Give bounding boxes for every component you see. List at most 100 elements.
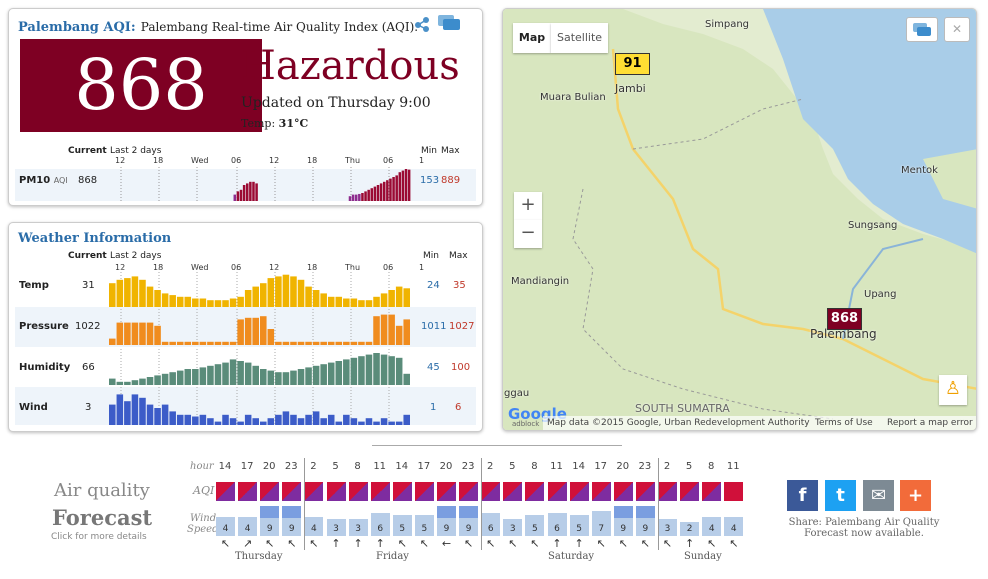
close-icon[interactable]: ✕ [944,17,970,42]
forecast-wind-value: 5 [576,524,582,534]
weather-bar [365,354,373,385]
weather-bar [343,298,350,307]
forecast-title-line2[interactable]: Forecast [52,505,153,530]
map-canvas[interactable] [503,9,977,431]
forecast-aqi-cell[interactable] [437,482,456,501]
weather-bar [373,296,380,307]
pm10-bar [407,169,411,201]
weather-bar [131,394,139,425]
forecast-aqi-cell[interactable] [282,482,302,501]
forecast-hour: 11 [373,461,387,472]
forecast-aqi-cell[interactable] [680,482,700,501]
twitter-share-icon[interactable]: t [825,480,856,511]
weather-bar [154,375,161,385]
marker-palembang[interactable]: 868 [827,308,862,330]
wind-direction-arrow-icon: ↖ [309,537,319,550]
wind-direction-arrow-icon: ↖ [707,537,717,550]
wind-direction-arrow-icon: ↖ [596,537,606,550]
forecast-aqi-cell[interactable] [658,482,677,501]
forecast-aqi-cell[interactable] [547,482,567,501]
forecast-hour: 8 [708,461,715,472]
forecast-wind-value: 7 [598,524,605,534]
forecast-aqi-cell[interactable] [635,482,655,501]
pm10-bar [382,181,386,201]
weather-bar [154,290,161,307]
weather-bar [116,279,124,307]
weather-bar [380,314,388,345]
pm10-bar [401,170,405,201]
map-type-map-button[interactable]: Map [513,23,551,53]
weather-bar [176,296,184,307]
aqi-title-row: Palembang AQI: Palembang Real-time Air Q… [18,16,418,35]
weather-bar [161,293,169,307]
time-tick: Thu [345,156,361,165]
wind-direction-arrow-icon: ↑ [375,537,385,550]
forecast-aqi-cell[interactable] [348,482,368,501]
weather-bar [146,404,154,425]
chat-toggle-icon[interactable] [906,17,938,42]
weather-bar [275,276,282,307]
forecast-aqi-cell[interactable] [569,482,589,501]
weather-bar [244,362,252,385]
forecast-aqi-cell[interactable] [392,482,412,501]
weather-bar [184,296,192,307]
time-tick: 06 [383,156,394,165]
forecast-aqi-cell[interactable] [525,482,545,501]
weather-title: Weather Information [18,231,172,246]
forecast-click-hint[interactable]: Click for more details [51,532,147,542]
weather-bar [139,322,146,345]
forecast-aqi-cell[interactable] [370,482,390,501]
forecast-wind-bar [282,506,302,536]
map-label-jambi: Jambi [615,82,646,95]
weather-min-header: Min [423,251,439,261]
forecast-hour: 11 [726,461,740,472]
pm10-bar [379,183,383,201]
terms-link[interactable]: Terms of Use [815,418,873,428]
forecast-hour: 5 [509,461,516,472]
forecast-aqi-cell[interactable] [459,482,479,501]
forecast-aqi-cell[interactable] [613,482,633,501]
share-icon[interactable] [414,16,430,32]
map-type-satellite-button[interactable]: Satellite [551,23,608,53]
chat-icon[interactable] [437,14,461,32]
weather-bar [275,372,282,385]
email-share-icon[interactable]: ✉ [863,480,894,511]
weather-bar [139,279,146,307]
forecast-aqi-cell[interactable] [326,482,346,501]
weather-bar [222,300,229,307]
forecast-wind-value: 5 [532,524,538,534]
weather-bar [229,298,237,307]
forecast-title-line1[interactable]: Air quality [54,480,150,501]
forecast-aqi-cell[interactable] [591,482,611,501]
day-separator [658,458,659,550]
forecast-aqi-cell[interactable] [216,482,235,501]
forecast-hour: 5 [685,461,693,472]
map-panel[interactable]: Map Satellite ✕ + − ♙ Simpang Jambi Muar… [502,8,977,431]
weather-bar [222,414,229,425]
weather-bar [124,381,131,385]
forecast-aqi-cell[interactable] [414,482,434,501]
weather-bar [380,354,388,385]
weather-bar [403,288,410,307]
forecast-aqi-cell[interactable] [304,482,324,501]
marker-jambi[interactable]: 91 [615,53,650,75]
weather-bar [176,341,184,345]
weather-bar [244,414,252,425]
wind-direction-arrow-icon: ↖ [397,537,407,550]
forecast-aqi-cell[interactable] [503,482,523,501]
weather-bar [169,372,176,385]
forecast-aqi-cell[interactable] [238,482,258,501]
pegman-icon[interactable]: ♙ [939,375,967,405]
forecast-aqi-cell[interactable] [260,482,280,501]
pm10-min: 153 [420,175,440,186]
pm10-bar [370,188,374,201]
forecast-aqi-cell[interactable] [724,482,744,501]
more-share-icon[interactable]: + [900,480,931,511]
weather-bar [252,418,259,425]
report-error-link[interactable]: Report a map error [887,418,973,428]
zoom-in-button[interactable]: + [514,192,542,220]
forecast-aqi-cell[interactable] [702,482,722,501]
facebook-share-icon[interactable]: f [787,480,818,511]
zoom-out-button[interactable]: − [514,220,542,248]
forecast-aqi-cell[interactable] [481,482,501,501]
